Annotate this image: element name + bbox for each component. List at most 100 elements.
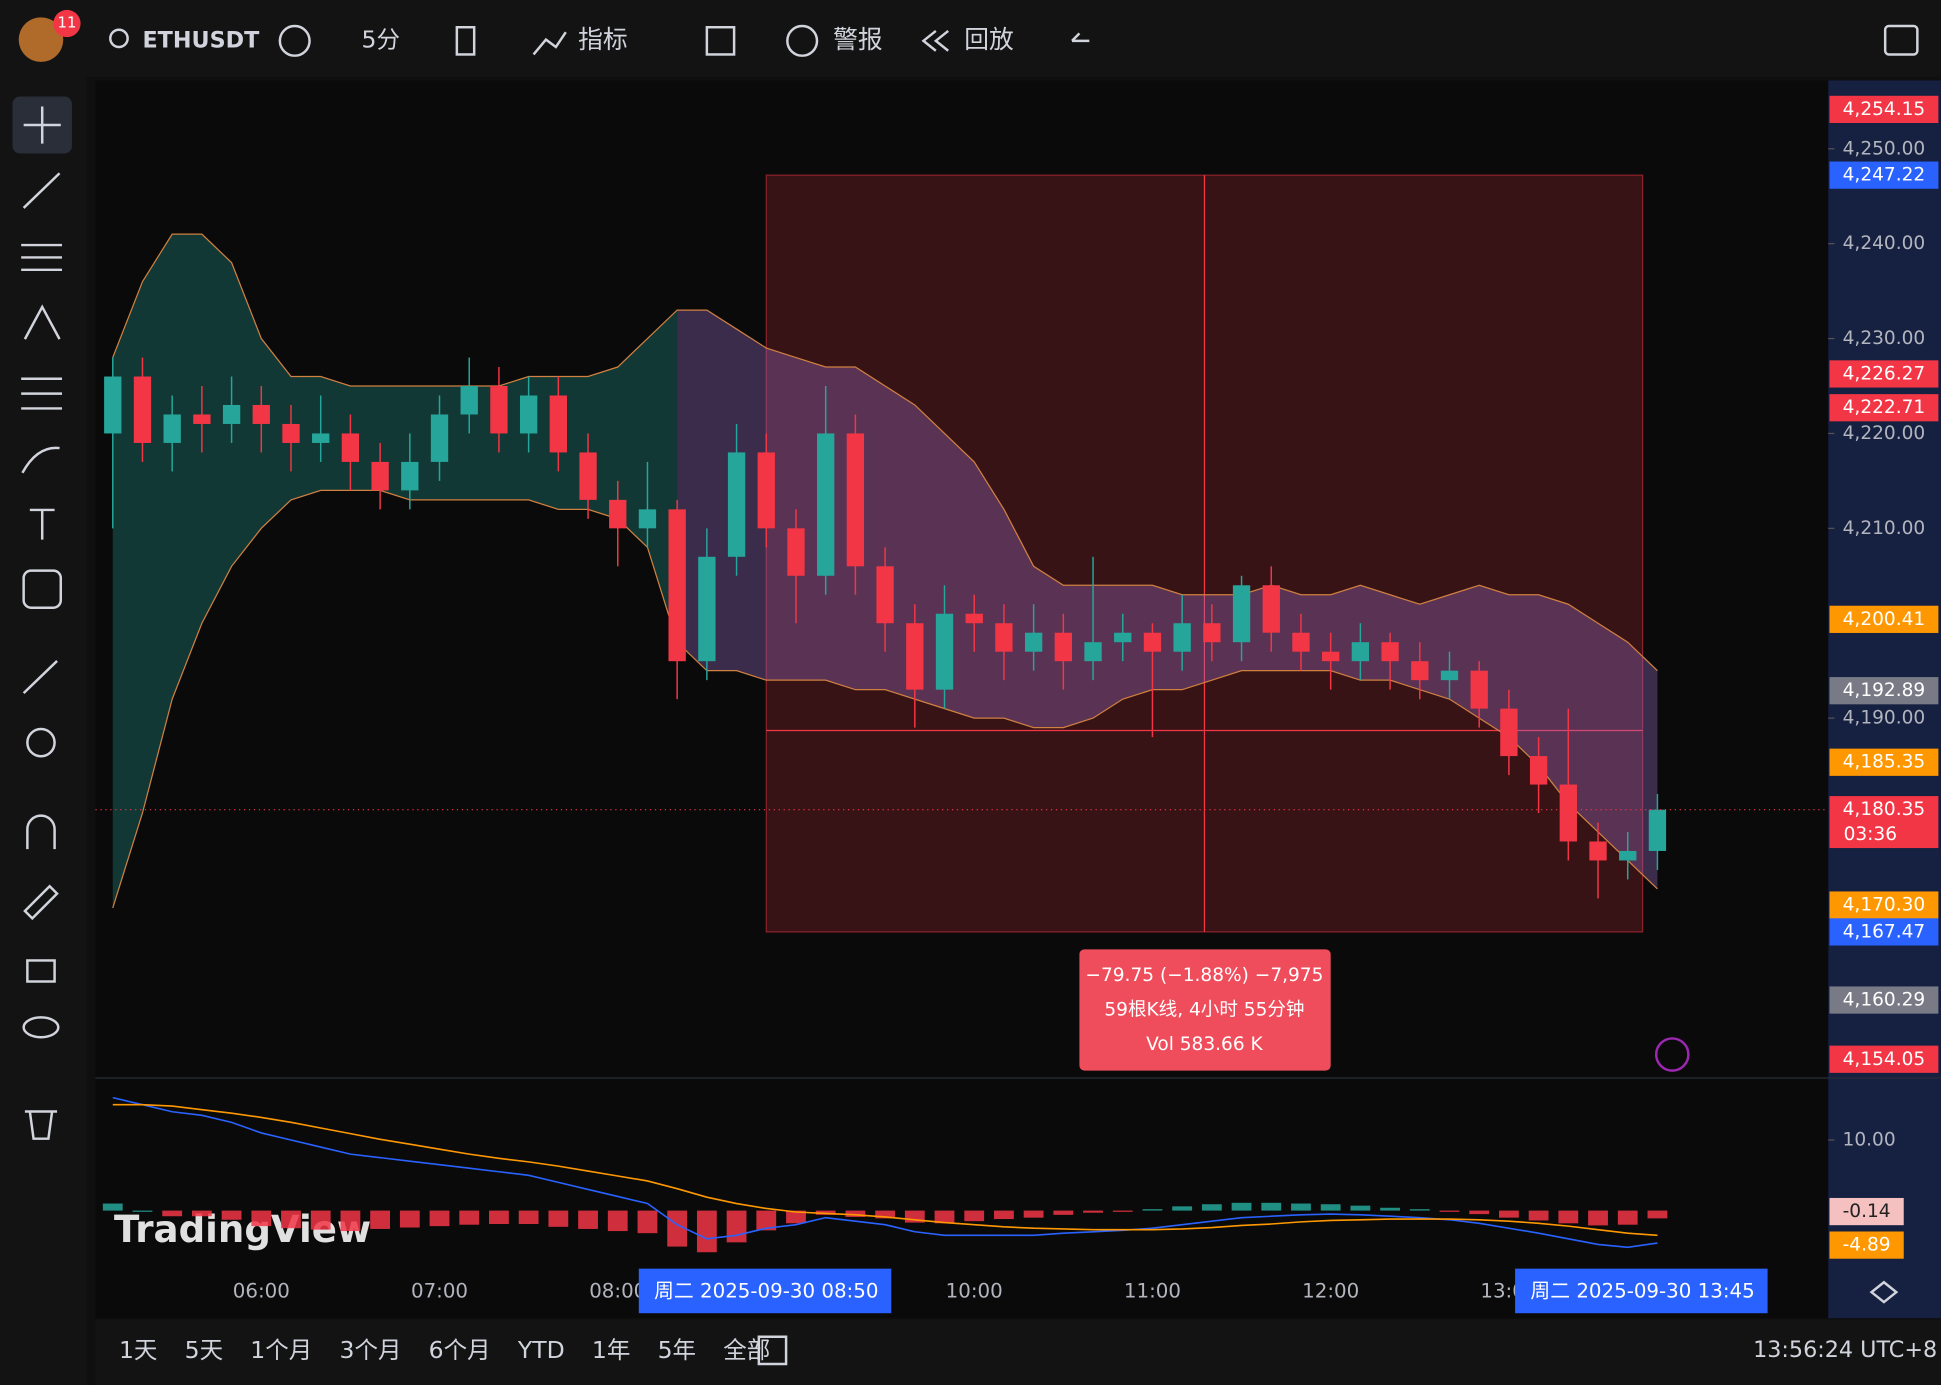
macd-histogram bbox=[607, 1210, 628, 1232]
range-button[interactable]: 1天 bbox=[119, 1336, 157, 1364]
sticker-tool[interactable] bbox=[22, 569, 63, 609]
bollinger-fill bbox=[677, 310, 1658, 889]
zoom-tool[interactable] bbox=[26, 727, 56, 758]
avatar[interactable] bbox=[18, 17, 64, 62]
candle-body bbox=[193, 414, 211, 424]
range-button[interactable]: 1个月 bbox=[250, 1336, 312, 1364]
undo[interactable] bbox=[1071, 32, 1090, 43]
candle-body bbox=[817, 433, 835, 576]
date-range-icon[interactable] bbox=[757, 1335, 788, 1366]
candle-body bbox=[1559, 784, 1577, 842]
chart-type[interactable] bbox=[455, 25, 476, 56]
alert-icon[interactable] bbox=[786, 24, 819, 57]
macd-histogram bbox=[1083, 1210, 1103, 1213]
candle-body bbox=[698, 556, 716, 662]
brush-tool[interactable] bbox=[21, 446, 60, 474]
macd-histogram bbox=[1261, 1202, 1282, 1211]
macd-badge bbox=[1829, 1231, 1904, 1259]
alert[interactable]: 警报 bbox=[833, 25, 883, 54]
macd-histogram bbox=[1291, 1203, 1311, 1211]
candle-body bbox=[1500, 708, 1518, 757]
symbol[interactable]: ETHUSDT bbox=[142, 27, 260, 53]
y-tick-label: 4,250.00 bbox=[1843, 138, 1926, 159]
candle-body bbox=[401, 461, 419, 491]
measure-info: −79.75 (−1.88%) −7,975 bbox=[1085, 965, 1323, 986]
x-tick-label: 08:00 bbox=[589, 1280, 646, 1303]
replay-icon[interactable] bbox=[921, 29, 949, 52]
range-button[interactable]: 全部 bbox=[723, 1336, 770, 1364]
macd-histogram bbox=[756, 1210, 777, 1231]
price-badge bbox=[1829, 394, 1939, 422]
macd-histogram bbox=[340, 1210, 361, 1232]
range-button[interactable]: 5年 bbox=[658, 1336, 696, 1364]
candle-body bbox=[549, 395, 568, 453]
range-button[interactable]: 6个月 bbox=[429, 1336, 491, 1364]
price-badge-label: 4,247.22 bbox=[1843, 165, 1926, 186]
candle-body bbox=[371, 461, 389, 491]
macd-histogram bbox=[459, 1210, 480, 1225]
search-icon[interactable] bbox=[109, 28, 129, 49]
price-badge-label: 4,192.89 bbox=[1843, 680, 1926, 701]
crosshair-icon bbox=[23, 106, 61, 144]
candle-body bbox=[1381, 642, 1399, 662]
macd-histogram bbox=[251, 1210, 272, 1227]
candle-body bbox=[519, 395, 538, 434]
macd-histogram bbox=[518, 1210, 539, 1224]
interval[interactable]: 5分 bbox=[362, 25, 400, 53]
price-badge bbox=[1829, 360, 1939, 388]
candle-body bbox=[1648, 809, 1667, 851]
lock-tool[interactable] bbox=[26, 959, 56, 983]
range-button[interactable]: 3个月 bbox=[340, 1336, 402, 1364]
macd-histogram bbox=[1439, 1210, 1460, 1212]
settings-icon[interactable] bbox=[1869, 1280, 1899, 1304]
magnet-tool[interactable] bbox=[26, 814, 56, 850]
macd-histogram bbox=[994, 1210, 1014, 1220]
price-badge bbox=[1829, 918, 1939, 946]
layout-icon[interactable] bbox=[705, 25, 736, 56]
price-badge bbox=[1829, 796, 1939, 849]
pattern-tool[interactable] bbox=[23, 304, 61, 340]
trendline-tool[interactable] bbox=[22, 172, 61, 209]
candle-body bbox=[1143, 632, 1162, 652]
macd-histogram bbox=[1647, 1210, 1668, 1219]
price-badge bbox=[1829, 748, 1939, 776]
range-button[interactable]: 5天 bbox=[185, 1336, 223, 1364]
top-bar bbox=[0, 0, 1941, 77]
price-badge-label: 4,170.30 bbox=[1843, 895, 1926, 916]
indicators[interactable]: 指标 bbox=[578, 25, 628, 54]
lightning-icon[interactable] bbox=[1654, 1037, 1690, 1072]
projection-tool[interactable] bbox=[21, 377, 63, 410]
macd-histogram bbox=[1617, 1210, 1638, 1225]
x-tick-label: 06:00 bbox=[233, 1280, 290, 1303]
candle-body bbox=[1232, 585, 1251, 643]
candle-body bbox=[906, 623, 924, 690]
fullscreen[interactable] bbox=[1883, 24, 1919, 56]
macd-histogram bbox=[548, 1210, 569, 1227]
macd-histogram bbox=[162, 1210, 183, 1217]
price-badge-label: 4,167.47 bbox=[1843, 921, 1926, 942]
ruler-tool[interactable] bbox=[22, 660, 58, 695]
candle-body bbox=[757, 452, 775, 529]
fib-tool[interactable] bbox=[21, 243, 63, 272]
macd-histogram bbox=[1409, 1209, 1430, 1211]
lock-draw-tool[interactable] bbox=[23, 884, 59, 921]
price-badge bbox=[1829, 891, 1939, 919]
visibility-tool[interactable] bbox=[22, 1016, 60, 1039]
candle-body bbox=[1470, 670, 1488, 709]
candle-body bbox=[1262, 585, 1280, 633]
delete-tool[interactable] bbox=[24, 1110, 58, 1140]
range-button[interactable]: YTD bbox=[517, 1336, 565, 1364]
text-tool[interactable] bbox=[29, 508, 55, 540]
measure-info: Vol 583.66 K bbox=[1146, 1034, 1263, 1055]
candle-body bbox=[1292, 632, 1310, 652]
macd-histogram bbox=[875, 1210, 895, 1219]
add-symbol[interactable] bbox=[278, 24, 311, 57]
macd-histogram bbox=[1112, 1210, 1133, 1212]
candle-body bbox=[668, 509, 686, 662]
indicators-icon[interactable] bbox=[532, 31, 567, 56]
range-button[interactable]: 1年 bbox=[592, 1336, 630, 1364]
replay[interactable]: 回放 bbox=[964, 25, 1014, 54]
price-badge bbox=[1829, 1045, 1939, 1073]
